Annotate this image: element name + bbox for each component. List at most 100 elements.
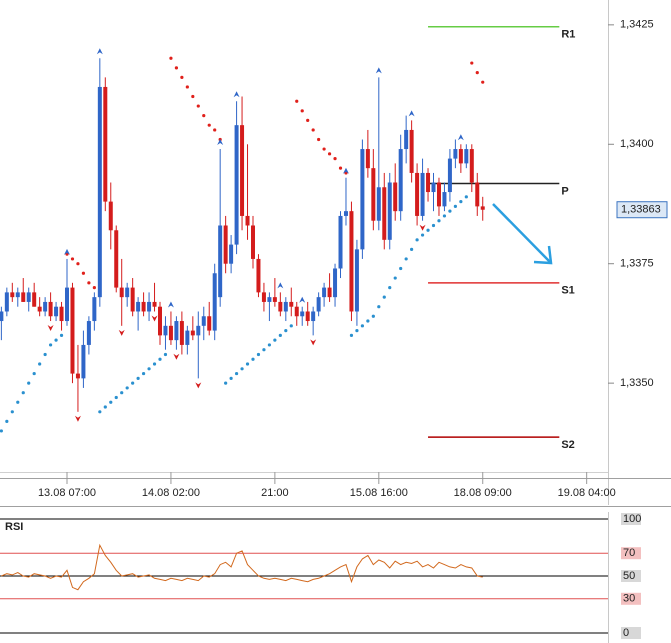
y-tick-label: 1,3400 [620,138,654,150]
sar-dot [388,285,392,290]
candle-body [48,301,53,317]
pivot-label: P [561,185,568,197]
fractal-down [151,315,158,322]
candle-body [75,373,80,379]
fractal-down [195,382,202,389]
candle-body [365,149,370,169]
fractal-up [96,48,103,55]
candle-body [32,292,37,307]
sar-dot [366,319,370,323]
fractal-down [118,329,125,336]
candle-body [174,321,179,341]
sar-dot [404,257,408,261]
fractal-up [217,139,224,146]
sar-dot [322,147,326,151]
sar-dot [141,371,146,376]
sar-dot [481,80,485,84]
candle-body [201,316,206,326]
sar-dot [5,419,9,423]
sar-dot [311,128,315,132]
rsi-title: RSI [5,521,23,533]
sar-dot [48,343,53,347]
candle-body [92,297,97,322]
sar-dot [114,395,118,400]
fractal-up [408,110,415,117]
candle-body [43,301,48,312]
candle-body [316,297,321,312]
rsi-tick-box [621,592,641,605]
candle-body [475,182,480,207]
candle-body [212,273,217,331]
fractal-down [419,224,426,231]
sar-dot [202,114,206,118]
rsi-tick-box [621,570,641,582]
candle-body [234,125,239,245]
sar-dot [16,400,20,404]
sar-dot [317,137,321,142]
sar-dot [289,324,293,328]
sar-dot [256,352,261,357]
sar-dot [306,118,310,122]
sar-dot [109,400,113,404]
rsi-tick-label: 0 [623,627,629,639]
sar-dot [169,56,173,60]
sar-dot [349,333,354,337]
candle-body [37,306,42,312]
fractal-down [47,325,54,332]
rsi-tick-box [621,513,641,525]
sar-dot [10,410,14,414]
candle-body [480,206,485,210]
arrow-head [533,245,553,265]
sar-dot [360,324,364,328]
sar-dot [191,94,195,99]
sar-dot [415,238,419,242]
sar-dot [459,200,463,204]
sar-dot [27,381,31,385]
sar-dot [87,281,91,285]
sar-dot [229,376,233,380]
sar-dot [131,381,135,385]
candle-body [59,306,64,322]
sar-dot [448,209,452,213]
sar-dot [464,195,468,199]
sar-dot [426,228,430,232]
candle-body [311,311,316,322]
candle-body [152,301,157,307]
candle-body [245,215,250,226]
candle-body [65,287,70,322]
fractal-up [277,282,284,289]
sar-dot [158,357,162,361]
sar-dot [355,328,359,333]
sar-dot [382,295,386,299]
sar-dot [120,391,124,395]
candle-body [415,172,420,216]
y-tick-label: 1,3375 [620,258,654,270]
candle-body [136,301,141,312]
sar-dot [278,333,282,337]
fractal-up [457,134,464,141]
candle-body [4,292,9,312]
candle-body [327,287,332,298]
candle-body [272,297,277,302]
forecast-arrow [492,203,553,265]
candle-body [469,149,474,183]
sar-dot [453,204,457,208]
candle-body [240,125,245,216]
candle-body [163,325,168,336]
sar-dot [81,271,86,275]
sar-dot [98,410,102,414]
candle-body [294,306,299,317]
candle-body [458,149,463,164]
sar-dot [475,71,479,75]
sar-dot [76,262,80,266]
last-price-box [616,201,668,219]
candle-body [229,244,234,264]
sar-dot [377,305,381,309]
sar-dot [442,214,447,218]
candle-body [10,292,15,298]
sar-dot [234,371,239,376]
last-price-label: 1,33863 [621,204,661,216]
rsi-tick-box [621,627,641,639]
rsi-tick-label: 100 [623,513,641,525]
